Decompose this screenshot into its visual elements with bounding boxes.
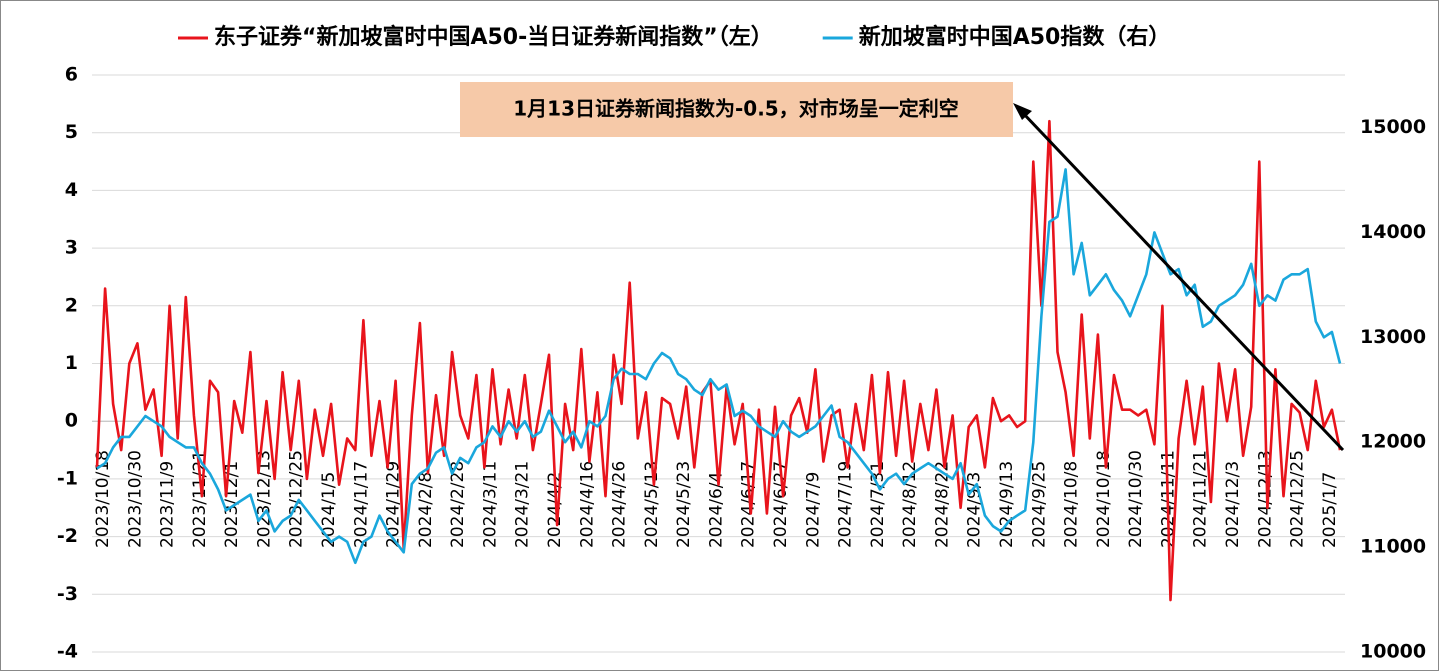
y-tick-label: 4 [65,179,78,201]
y-tick-label: 6 [65,64,78,86]
x-tick-label: 2023/12/25 [287,450,307,548]
x-tick-label: 2024/9/3 [965,472,985,548]
legend: 东子证券“新加坡富时中国A50-当日证券新闻指数”（左） 新加坡富时中国A50指数… [178,24,1170,50]
x-tick-label: 2024/2/28 [448,461,468,548]
x-tick-label: 2024/3/11 [480,461,500,548]
x-tick-label: 2023/12/13 [254,450,274,548]
legend-label: 东子证券“新加坡富时中国A50-当日证券新闻指数”（左） [214,24,773,50]
x-tick-label: 2024/8/22 [932,461,952,548]
y-tick-label: 5 [65,121,78,143]
y-tick-label: -1 [57,467,78,489]
x-tick-label: 2024/9/13 [997,461,1017,548]
x-tick-label: 2024/10/8 [1062,461,1082,548]
x-tick-label: 2023/11/9 [158,461,178,548]
y-tick-label: 3 [65,237,78,259]
x-tick-label: 2024/12/25 [1288,450,1308,548]
arrow-head [1013,103,1032,120]
x-tick-label: 2024/10/30 [1126,450,1146,548]
x-tick-label: 2024/7/9 [803,472,823,548]
x-tick-label: 2023/10/18 [93,450,113,548]
annotation-box [460,82,1013,137]
arrow [1020,110,1345,452]
x-tick-label: 2023/11/21 [190,450,210,548]
y2-tick-label: 13000 [1360,326,1426,348]
x-tick-label: 2024/5/23 [674,461,694,548]
y-tick-label: 0 [65,410,78,432]
y2-tick-label: 11000 [1360,536,1426,558]
y-tick-label: -4 [57,641,78,663]
lines [95,119,1342,602]
x-tick-label: 2024/12/3 [1223,461,1243,548]
y2-tick-label: 14000 [1360,221,1426,243]
x-tick-label: 2024/7/31 [868,461,888,548]
annotation: 1月13日证券新闻指数为-0.5，对市场呈一定利空 [513,97,958,121]
x-tick-label: 2024/3/21 [513,461,533,548]
x-tick-label: 2024/7/19 [836,461,856,548]
x-tick-label: 2025/1/7 [1320,472,1340,548]
y2-tick-label: 10000 [1360,641,1426,663]
x-tick-label: 2024/1/5 [319,472,339,548]
y2-tick-label: 12000 [1360,431,1426,453]
y2-tick-label: 15000 [1360,116,1426,138]
x-tick-label: 2024/4/26 [610,461,630,548]
x-tick-label: 2024/4/16 [577,461,597,548]
x-tick-label: 2024/6/27 [771,461,791,548]
x-tick-label: 2024/8/12 [900,461,920,548]
y-tick-label: 1 [65,352,78,374]
y-tick-label: -2 [57,525,78,547]
x-tick-label: 2024/11/21 [1191,450,1211,548]
legend-label: 新加坡富时中国A50指数（右） [859,24,1171,50]
x-tick-label: 2024/6/4 [706,472,726,548]
series-line [96,168,1342,565]
x-tick-label: 2024/1/29 [384,461,404,548]
series-line [95,119,1342,602]
x-tick-label: 2024/10/18 [1094,450,1114,548]
y-tick-label: 2 [65,294,78,316]
x-tick-label: 2024/2/8 [416,472,436,548]
x-tick-label: 2024/9/25 [1029,461,1049,548]
x-tick-label: 2023/10/30 [125,450,145,548]
axes: -4 -3 -2 -1 0 1 2 3 4 5 6 10000 11000 12000 13000 14000… [57,64,1426,663]
x-tick-label: 2024/5/13 [642,461,662,548]
y-tick-label: -3 [57,583,78,605]
x-tick-label: 2024/1/17 [351,461,371,548]
